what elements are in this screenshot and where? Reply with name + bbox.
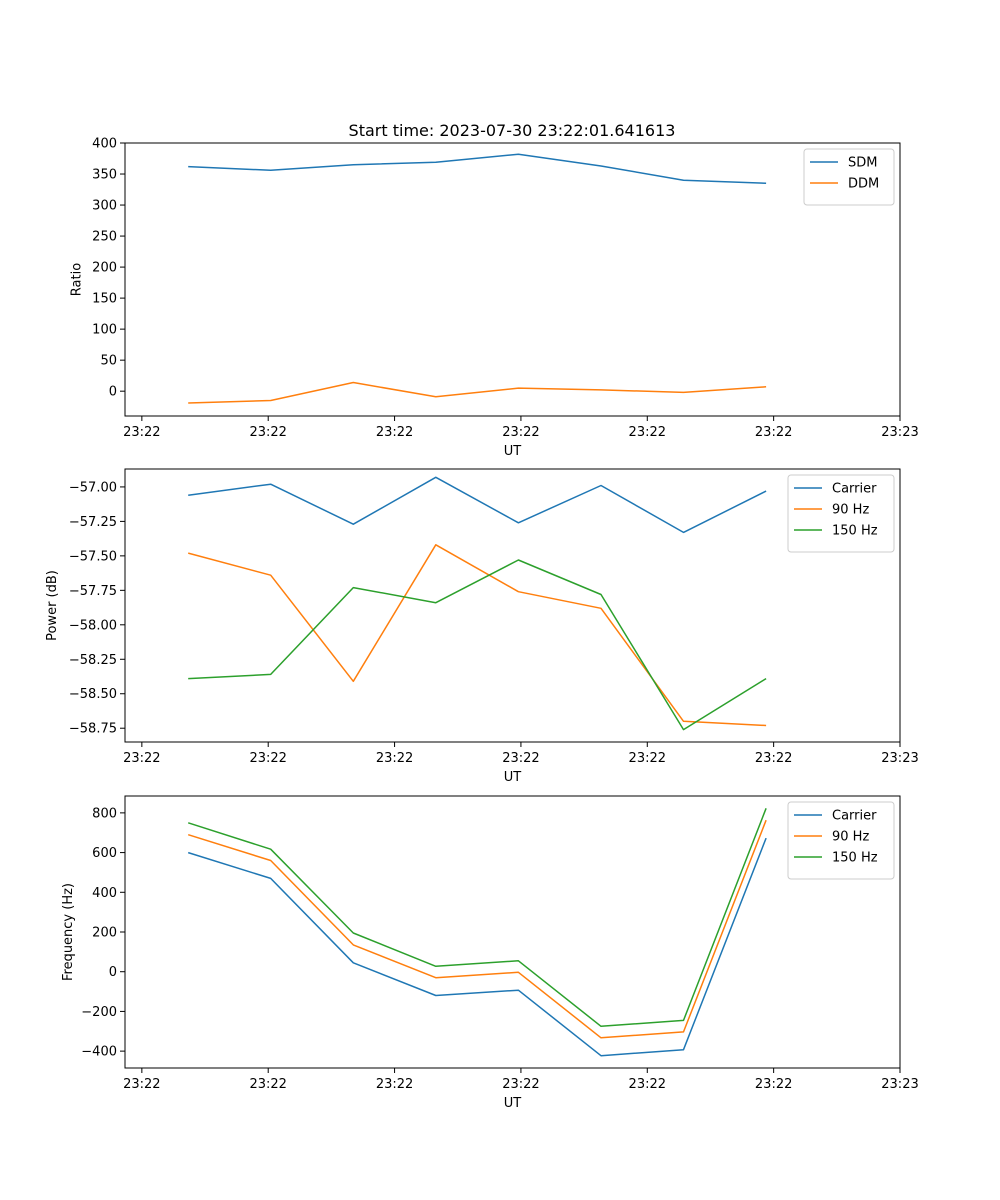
legend-label: 90 Hz [832, 830, 869, 845]
x-tick-label: 23:22 [755, 751, 792, 766]
legend-label: DDM [848, 177, 879, 192]
y-tick-label: −57.25 [69, 515, 117, 530]
x-tick-label: 23:22 [123, 1077, 160, 1092]
y-tick-label: −57.50 [69, 549, 117, 564]
y-tick-label: −58.25 [69, 653, 117, 668]
y-tick-label: 0 [109, 965, 117, 980]
x-tick-label: 23:22 [502, 425, 539, 440]
legend-label: 90 Hz [832, 503, 869, 518]
x-tick-label: 23:22 [502, 1077, 539, 1092]
y-axis-label: Power (dB) [45, 570, 60, 641]
x-tick-label: 23:23 [881, 425, 918, 440]
x-axis-label: UT [504, 444, 522, 459]
x-tick-label: 23:22 [629, 751, 666, 766]
series-line-90-hz [187, 819, 767, 1039]
y-tick-label: 600 [92, 846, 117, 861]
legend-label: 150 Hz [832, 851, 878, 866]
y-tick-label: 350 [92, 168, 117, 183]
legend-label: Carrier [832, 809, 877, 824]
y-tick-label: −200 [81, 1005, 117, 1020]
x-tick-label: 23:23 [881, 1077, 918, 1092]
legend-box [787, 801, 895, 880]
series-line-90-hz [188, 544, 767, 727]
y-tick-label: 250 [92, 230, 117, 245]
y-axis-label: Frequency (Hz) [61, 883, 76, 981]
legend-label: 150 Hz [832, 524, 878, 539]
y-tick-label: 50 [100, 354, 117, 369]
series-line-sdm [188, 153, 767, 185]
y-tick-label: 0 [109, 385, 117, 400]
x-tick-label: 23:22 [629, 1077, 666, 1092]
x-tick-label: 23:22 [755, 425, 792, 440]
y-tick-label: 200 [92, 261, 117, 276]
legend: Carrier 90 Hz 150 Hz [787, 801, 895, 880]
y-tick-label: 200 [92, 926, 117, 941]
legend-box [803, 148, 895, 206]
y-tick-label: 400 [92, 137, 117, 152]
chart-title: Start time: 2023-07-30 23:22:01.641613 [349, 121, 676, 140]
y-tick-label: 800 [92, 806, 117, 821]
x-tick-label: 23:22 [376, 751, 413, 766]
ratio-chart: Start time: 2023-07-30 23:22:01.641613 2… [69, 121, 918, 459]
y-axis-label: Ratio [69, 263, 84, 296]
x-axis-label: UT [504, 770, 522, 785]
y-tick-label: −400 [81, 1045, 117, 1060]
y-tick-label: 100 [92, 323, 117, 338]
y-tick-label: −58.50 [69, 687, 117, 702]
x-tick-label: 23:22 [376, 425, 413, 440]
x-tick-label: 23:22 [629, 425, 666, 440]
legend: Carrier 90 Hz 150 Hz [787, 474, 895, 553]
series-line-carrier [188, 476, 767, 534]
y-tick-label: −57.75 [69, 584, 117, 599]
y-tick-label: −58.00 [69, 618, 117, 633]
x-tick-label: 23:22 [249, 425, 286, 440]
series-line-150-hz [188, 559, 767, 731]
x-tick-label: 23:22 [502, 751, 539, 766]
plot-frame [124, 142, 901, 417]
legend-label: SDM [848, 156, 877, 171]
legend-box [787, 474, 895, 553]
x-tick-label: 23:22 [755, 1077, 792, 1092]
x-tick-label: 23:22 [249, 1077, 286, 1092]
series-line-ddm [188, 381, 767, 404]
y-tick-label: 300 [92, 199, 117, 214]
series-line-carrier [187, 837, 767, 1057]
x-axis-label: UT [504, 1096, 522, 1111]
x-tick-label: 23:22 [123, 751, 160, 766]
y-tick-label: −57.00 [69, 480, 117, 495]
x-tick-label: 23:22 [123, 425, 160, 440]
legend: SDM DDM [803, 148, 895, 206]
y-tick-label: 150 [92, 292, 117, 307]
plot-frame [124, 468, 901, 743]
legend-label: Carrier [832, 482, 877, 497]
x-tick-label: 23:23 [881, 751, 918, 766]
y-tick-label: 400 [92, 886, 117, 901]
frequency-chart: 23:22 23:22 23:22 23:22 23:22 23:22 23:23 −400 −… [61, 795, 919, 1111]
power-chart: 23:22 23:22 23:22 23:22 23:22 23:22 23:23 −58.7… [45, 468, 919, 785]
plot-frame [124, 795, 901, 1069]
x-tick-label: 23:22 [249, 751, 286, 766]
x-tick-label: 23:22 [376, 1077, 413, 1092]
series-line-150-hz [187, 808, 767, 1028]
y-tick-label: −58.75 [69, 722, 117, 737]
